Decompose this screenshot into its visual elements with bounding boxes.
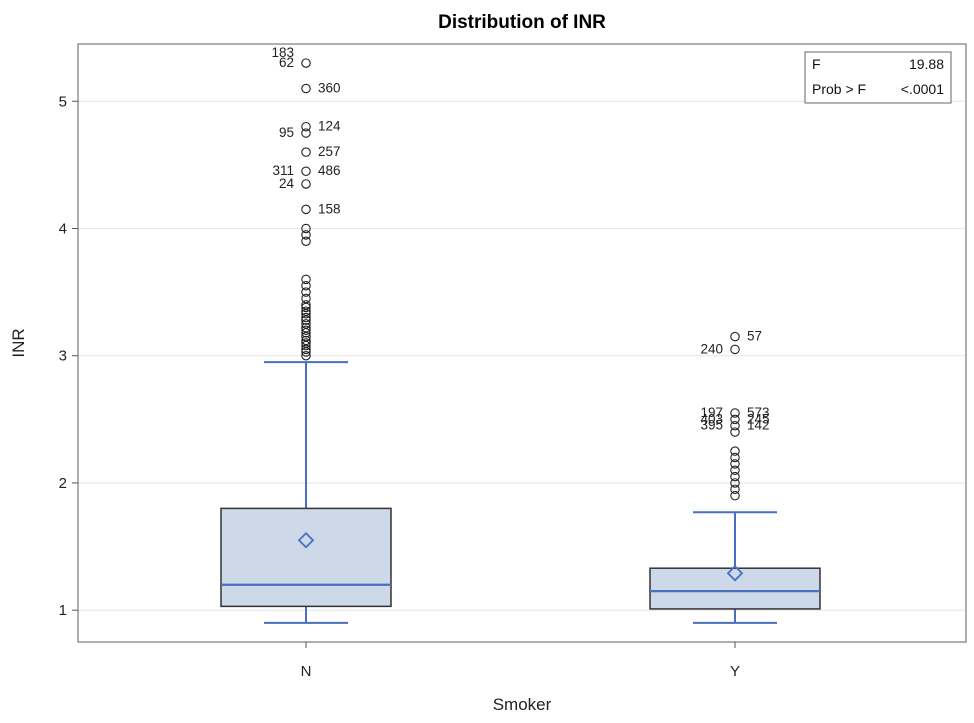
stat-f-label: F	[812, 56, 821, 72]
outlier-point	[301, 280, 311, 291]
outlier-point	[730, 414, 740, 425]
outlier-label: 57	[747, 329, 762, 344]
outlier-point	[301, 335, 311, 346]
outlier-point	[301, 83, 311, 94]
mean-marker	[726, 565, 744, 582]
outlier-point	[301, 319, 311, 329]
x-tick-label: N	[301, 663, 312, 680]
outlier-point	[301, 121, 311, 132]
outlier-point	[301, 293, 311, 304]
plot-area-frame	[77, 43, 967, 643]
outlier-point	[301, 325, 311, 336]
boxes	[220, 361, 821, 624]
outlier-point	[301, 236, 311, 246]
outlier-label: 24	[279, 176, 295, 191]
y-tick-label: 4	[59, 220, 67, 237]
outlier-point	[301, 147, 311, 157]
outlier-point	[301, 204, 311, 215]
outlier-point	[301, 179, 311, 189]
y-tick-label: 2	[59, 475, 67, 492]
outlier-point	[301, 223, 311, 234]
stats-box: F 19.88 Prob > F <.0001	[804, 51, 952, 104]
outlier-label: 183	[271, 45, 294, 60]
outlier-label: 486	[318, 163, 341, 178]
stat-prob-value: <.0001	[901, 81, 944, 97]
outlier-point	[301, 58, 311, 68]
y-tick-label: 3	[59, 348, 67, 365]
y-axis: 1 2 3 4 5	[59, 93, 78, 619]
outlier-point	[730, 471, 740, 482]
y-axis-label: INR	[9, 328, 28, 357]
outlier-point	[730, 331, 740, 342]
outlier-point	[301, 230, 311, 240]
mean-marker	[297, 531, 315, 549]
iqr-box	[649, 567, 821, 610]
chart-title: Distribution of INR	[438, 12, 606, 33]
stat-f-value: 19.88	[909, 56, 944, 72]
outlier-point	[730, 452, 740, 463]
x-tick-label: Y	[730, 663, 740, 680]
outlier-label: 158	[318, 201, 341, 216]
grid-lines	[78, 100, 966, 611]
outlier-point	[301, 166, 311, 176]
outlier-point	[301, 128, 311, 138]
stats-box-frame	[804, 51, 952, 104]
outlier-point	[301, 300, 311, 310]
x-axis-label: Smoker	[493, 695, 552, 714]
outlier-point	[301, 322, 311, 333]
outlier-point	[730, 344, 740, 355]
outlier-label: 124	[318, 119, 341, 134]
outlier-label: 403	[700, 411, 723, 426]
stat-prob-label: Prob > F	[812, 81, 866, 97]
outlier-label: 142	[747, 418, 770, 433]
outlier-label: 311	[272, 163, 294, 178]
outlier-point	[301, 350, 311, 361]
outlier-point	[301, 287, 311, 297]
outlier-point	[730, 446, 740, 456]
y-tick-label: 1	[59, 602, 67, 619]
outlier-point	[730, 465, 740, 475]
outlier-point	[301, 338, 311, 348]
outlier-point	[730, 427, 740, 437]
outlier-label: 62	[279, 55, 294, 70]
outlier-point	[301, 306, 311, 316]
outlier-point	[730, 408, 740, 418]
outlier-label: 240	[700, 341, 723, 356]
outlier-label: 245	[747, 411, 770, 426]
outlier-point	[301, 274, 311, 285]
outlier-label: 257	[318, 144, 341, 159]
outlier-label: 573	[747, 405, 770, 420]
outlier-label: 395	[700, 418, 723, 433]
iqr-box	[220, 507, 392, 608]
outlier-point	[730, 490, 740, 501]
outlier-point	[730, 478, 740, 488]
outlier-label: 360	[318, 81, 341, 96]
outlier-point	[730, 459, 740, 469]
outlier-label: 197	[700, 405, 723, 420]
outlier-point	[730, 420, 740, 431]
outlier-point	[730, 484, 740, 495]
y-tick-label: 5	[59, 93, 67, 110]
outlier-label: 95	[279, 125, 294, 140]
outlier-point	[301, 312, 311, 323]
